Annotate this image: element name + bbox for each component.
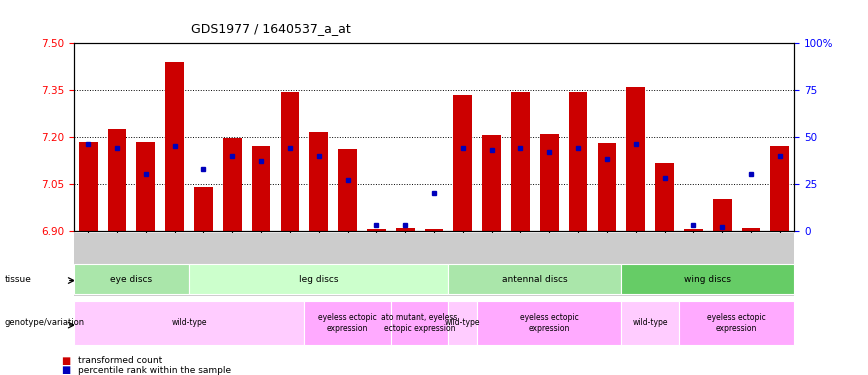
Text: transformed count: transformed count (78, 356, 162, 365)
Bar (367, 229, 385, 231)
Text: leg discs: leg discs (299, 274, 339, 284)
Bar (396, 228, 415, 231)
Bar (339, 149, 357, 231)
Bar (627, 87, 645, 231)
Text: ■: ■ (61, 366, 70, 375)
Bar (453, 95, 472, 231)
Bar (280, 92, 299, 231)
Bar (741, 228, 760, 231)
Text: wild-type: wild-type (171, 318, 207, 327)
Text: genotype/variation: genotype/variation (4, 318, 84, 327)
Bar (597, 143, 616, 231)
Bar (483, 135, 501, 231)
Bar (165, 62, 184, 231)
Text: ato mutant, eyeless
ectopic expression: ato mutant, eyeless ectopic expression (381, 313, 457, 333)
Bar (540, 134, 559, 231)
Text: antennal discs: antennal discs (502, 274, 568, 284)
Bar (569, 92, 588, 231)
Bar (655, 164, 674, 231)
Bar (684, 229, 703, 231)
Bar (108, 129, 127, 231)
Text: eyeless ectopic
expression: eyeless ectopic expression (707, 313, 766, 333)
Bar (136, 142, 155, 231)
Bar (223, 138, 241, 231)
Bar (424, 229, 444, 231)
Bar (79, 142, 97, 231)
Bar (511, 92, 529, 231)
Text: wild-type: wild-type (445, 318, 481, 327)
Text: wing discs: wing discs (684, 274, 731, 284)
Text: tissue: tissue (4, 274, 31, 284)
Bar (309, 132, 328, 231)
Bar (713, 200, 732, 231)
Bar (771, 146, 789, 231)
Text: eye discs: eye discs (110, 274, 153, 284)
Text: wild-type: wild-type (633, 318, 667, 327)
Bar (252, 146, 271, 231)
Bar (194, 187, 213, 231)
Text: ■: ■ (61, 356, 70, 366)
Text: percentile rank within the sample: percentile rank within the sample (78, 366, 231, 375)
Text: eyeless ectopic
expression: eyeless ectopic expression (319, 313, 377, 333)
Text: eyeless ectopic
expression: eyeless ectopic expression (520, 313, 579, 333)
Text: GDS1977 / 1640537_a_at: GDS1977 / 1640537_a_at (191, 22, 351, 36)
